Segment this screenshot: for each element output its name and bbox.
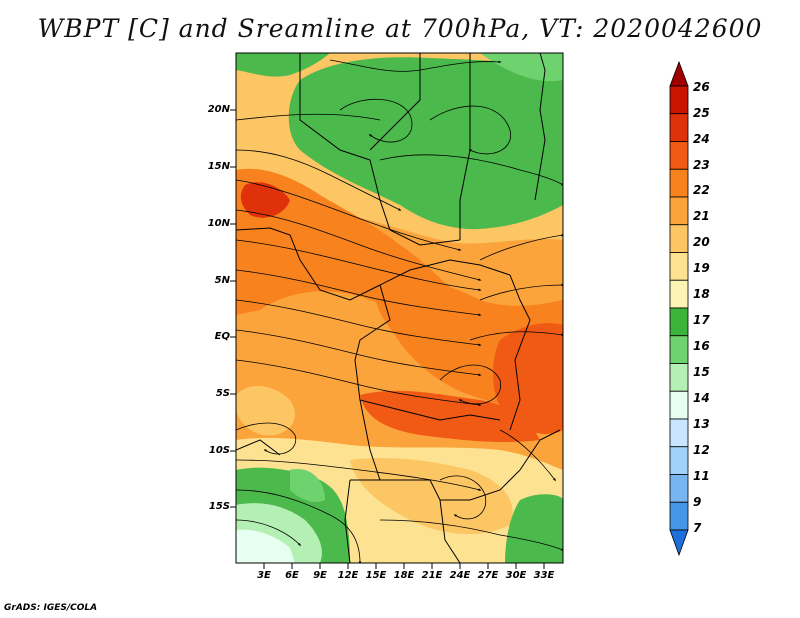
colorbar-label-19: 19 xyxy=(693,261,710,275)
colorbar-box xyxy=(669,474,689,503)
wbpt-west-mid xyxy=(236,385,295,436)
axis-ticks xyxy=(230,109,545,569)
colorbar-label-18: 18 xyxy=(693,287,710,301)
colorbar-label-20: 20 xyxy=(693,235,710,249)
wbpt-hot-spot-west xyxy=(240,182,290,218)
lon-label-3e: 3E xyxy=(257,570,271,581)
lat-label-5s: 5S xyxy=(215,388,230,399)
colorbar-label-11: 11 xyxy=(693,469,710,483)
lat-label-5n: 5N xyxy=(214,275,230,286)
colorbar-label-7: 7 xyxy=(693,521,702,535)
grads-credit: GrADS: IGES/COLA xyxy=(4,603,98,613)
lat-label-20n: 20N xyxy=(207,104,230,115)
colorbar-box xyxy=(669,113,689,142)
colorbar-box xyxy=(669,446,689,475)
wbpt-nw-green xyxy=(236,53,330,77)
colorbar-box xyxy=(669,141,689,170)
colorbar-label-17: 17 xyxy=(693,313,710,327)
lat-label-eq: EQ xyxy=(214,331,230,342)
colorbar-box xyxy=(669,390,689,420)
wbpt-north-green xyxy=(288,57,563,230)
colorbar-label-21: 21 xyxy=(693,209,710,223)
colorbar-label-13: 13 xyxy=(693,417,710,431)
lat-label-15s: 15S xyxy=(208,501,230,512)
colorbar-label-26: 26 xyxy=(693,80,710,94)
country-borders xyxy=(236,53,561,563)
colorbar-box xyxy=(669,252,689,281)
colorbar xyxy=(669,60,689,557)
colorbar-box xyxy=(669,418,689,448)
colorbar-label-15: 15 xyxy=(693,365,710,379)
wbpt-south-mid xyxy=(350,458,513,535)
lon-label-21e: 21E xyxy=(421,570,443,581)
lon-label-12e: 12E xyxy=(337,570,359,581)
colorbar-box xyxy=(669,363,689,392)
map-frame xyxy=(235,52,564,564)
colorbar-label-24: 24 xyxy=(693,132,710,146)
lon-label-33e: 33E xyxy=(533,570,555,581)
lon-label-18e: 18E xyxy=(393,570,415,581)
wbpt-sw-patch xyxy=(290,469,325,502)
lon-label-24e: 24E xyxy=(449,570,471,581)
wbpt-coast-north xyxy=(236,168,470,315)
colorbar-label-23: 23 xyxy=(693,158,710,172)
lat-label-10s: 10S xyxy=(208,445,230,456)
colorbar-bottom-triangle xyxy=(669,529,689,557)
lon-label-9e: 9E xyxy=(313,570,327,581)
colorbar-label-25: 25 xyxy=(693,106,710,120)
lat-label-15n: 15N xyxy=(207,161,230,172)
wbpt-east-hot xyxy=(493,323,563,435)
lon-label-6e: 6E xyxy=(285,570,299,581)
colorbar-box xyxy=(669,501,689,531)
colorbar-box xyxy=(669,279,689,309)
colorbar-boxes xyxy=(669,85,689,531)
colorbar-label-22: 22 xyxy=(693,183,710,197)
colorbar-box xyxy=(669,335,689,364)
wbpt-sw-cool xyxy=(236,529,295,563)
lon-label-27e: 27E xyxy=(477,570,499,581)
colorbar-box xyxy=(669,224,689,253)
colorbar-label-12: 12 xyxy=(693,443,710,457)
lon-label-30e: 30E xyxy=(505,570,527,581)
wbpt-field xyxy=(236,53,563,563)
lon-label-15e: 15E xyxy=(365,570,387,581)
colorbar-label-9: 9 xyxy=(693,495,702,509)
map-title: WBPT [C] and Sreamline at 700hPa, VT: 20… xyxy=(37,14,763,43)
wbpt-south-hot xyxy=(360,390,540,443)
colorbar-label-14: 14 xyxy=(693,391,710,405)
colorbar-box xyxy=(669,196,689,226)
colorbar-top-triangle xyxy=(669,60,689,87)
colorbar-box xyxy=(669,85,689,115)
lat-label-10n: 10N xyxy=(207,218,230,229)
streamlines xyxy=(236,59,563,563)
colorbar-label-16: 16 xyxy=(693,339,710,353)
colorbar-box xyxy=(669,307,689,337)
colorbar-box xyxy=(669,168,689,198)
wbpt-se-green xyxy=(505,494,563,563)
